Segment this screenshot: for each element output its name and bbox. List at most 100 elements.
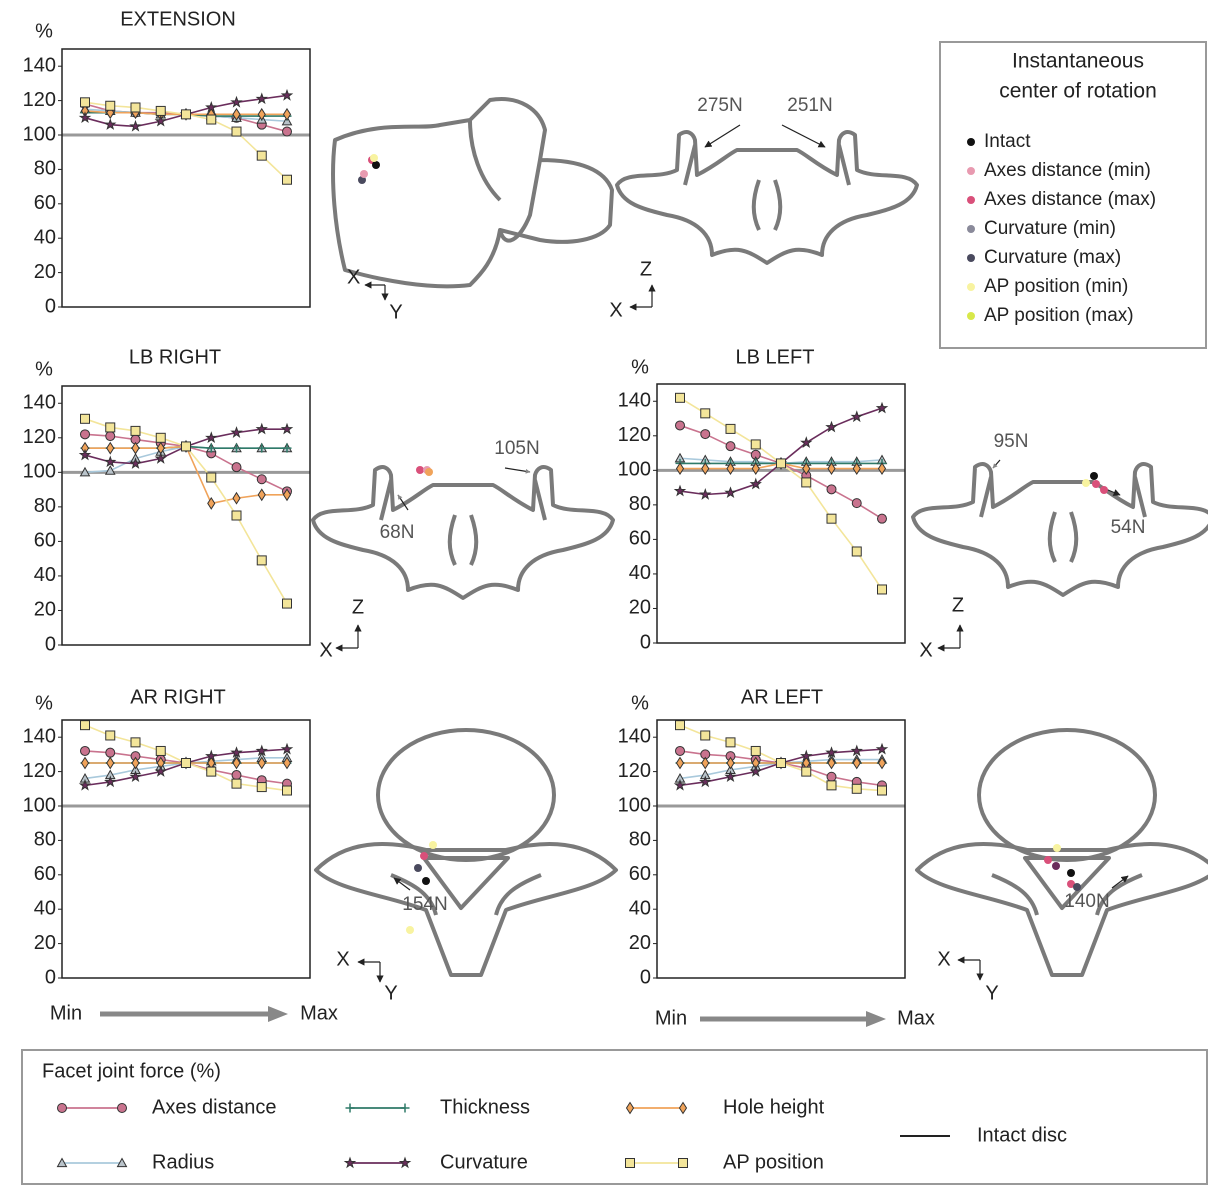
marker (107, 443, 114, 454)
marker (852, 784, 861, 793)
force-label: 68N (380, 522, 415, 543)
marker (777, 459, 786, 468)
icr-dot (1052, 862, 1060, 870)
y-tick-label: 20 (34, 932, 56, 954)
y-tick-label: 0 (45, 633, 56, 655)
axis-letter: X (937, 948, 950, 970)
axis-letter: X (609, 299, 622, 321)
icr-dot (429, 841, 437, 849)
chart-title: AR RIGHT (130, 686, 226, 708)
marker (118, 1104, 127, 1113)
marker (81, 746, 90, 755)
marker (877, 744, 887, 753)
marker (257, 475, 266, 484)
y-tick-label: 80 (34, 158, 56, 180)
marker (852, 746, 862, 755)
marker (106, 423, 115, 432)
marker (627, 1103, 634, 1114)
legend-label: Intact (984, 131, 1031, 152)
series-line (680, 425, 882, 518)
axis-letter: X (919, 639, 932, 661)
icr-dot (420, 852, 428, 860)
y-tick-label: 20 (629, 932, 651, 954)
marker (257, 556, 266, 565)
axis-letter: Y (389, 301, 402, 323)
marker (701, 430, 710, 439)
marker (283, 175, 292, 184)
marker (182, 759, 191, 768)
axes-glyph (958, 960, 980, 980)
marker (777, 759, 786, 768)
y-tick-label: 120 (23, 760, 56, 782)
marker (676, 721, 685, 730)
marker (679, 1159, 688, 1168)
y-tick-label: 100 (618, 459, 651, 481)
plot-frame (657, 384, 905, 643)
max-label: Max (897, 1007, 935, 1029)
marker (232, 97, 242, 106)
y-tick-label: 40 (629, 897, 651, 919)
marker (680, 1103, 687, 1114)
y-axis-label: % (35, 692, 53, 714)
marker (701, 490, 711, 499)
force-label: 154N (402, 894, 447, 915)
force-label: 251N (787, 95, 832, 116)
marker (878, 514, 887, 523)
y-tick-label: 120 (23, 89, 56, 111)
icr-legend-dot (967, 225, 975, 233)
legend-label: Curvature (max) (984, 247, 1121, 268)
marker (702, 758, 709, 769)
marker (675, 486, 685, 495)
marker (257, 94, 267, 103)
axis-letter: X (319, 639, 332, 661)
marker (726, 442, 735, 451)
y-tick-label: 40 (34, 564, 56, 586)
marker (283, 599, 292, 608)
marker (877, 403, 887, 412)
marker (106, 457, 116, 466)
axes-glyph (336, 625, 358, 648)
vertebra-axial (316, 844, 616, 975)
icr-dot (1100, 486, 1108, 494)
marker (131, 121, 141, 130)
marker (879, 463, 886, 474)
force-arrow (782, 125, 825, 147)
vertebral-body (378, 730, 554, 860)
legend-label: Axes distance (min) (984, 160, 1151, 181)
marker (345, 1158, 355, 1167)
icr-dot (416, 466, 424, 474)
y-tick-label: 120 (618, 760, 651, 782)
y-tick-label: 80 (629, 493, 651, 515)
marker (106, 748, 115, 757)
axes-glyph (938, 625, 960, 648)
icr-dot (414, 864, 422, 872)
marker (257, 783, 266, 792)
marker (232, 779, 241, 788)
marker (400, 1158, 410, 1167)
y-tick-label: 60 (629, 863, 651, 885)
marker (106, 432, 115, 441)
axis-letter: X (336, 948, 349, 970)
marker (132, 443, 139, 454)
marker (81, 414, 90, 423)
marker (258, 489, 265, 500)
marker (701, 409, 710, 418)
y-tick-label: 60 (34, 530, 56, 552)
min-max-arrowhead (866, 1011, 886, 1027)
icr-dot (1053, 844, 1061, 852)
marker (80, 450, 90, 459)
marker (346, 1104, 355, 1113)
marker (401, 1104, 410, 1113)
marker (284, 109, 291, 120)
y-tick-label: 80 (629, 829, 651, 851)
legend-label: Radius (152, 1151, 214, 1173)
y-tick-label: 100 (23, 794, 56, 816)
marker (751, 440, 760, 449)
marker (726, 488, 736, 497)
marker (232, 428, 242, 437)
icr-dot (1092, 480, 1100, 488)
icr-dot (372, 161, 380, 169)
marker (232, 463, 241, 472)
chart-title: LB RIGHT (129, 346, 221, 368)
marker (232, 127, 241, 136)
